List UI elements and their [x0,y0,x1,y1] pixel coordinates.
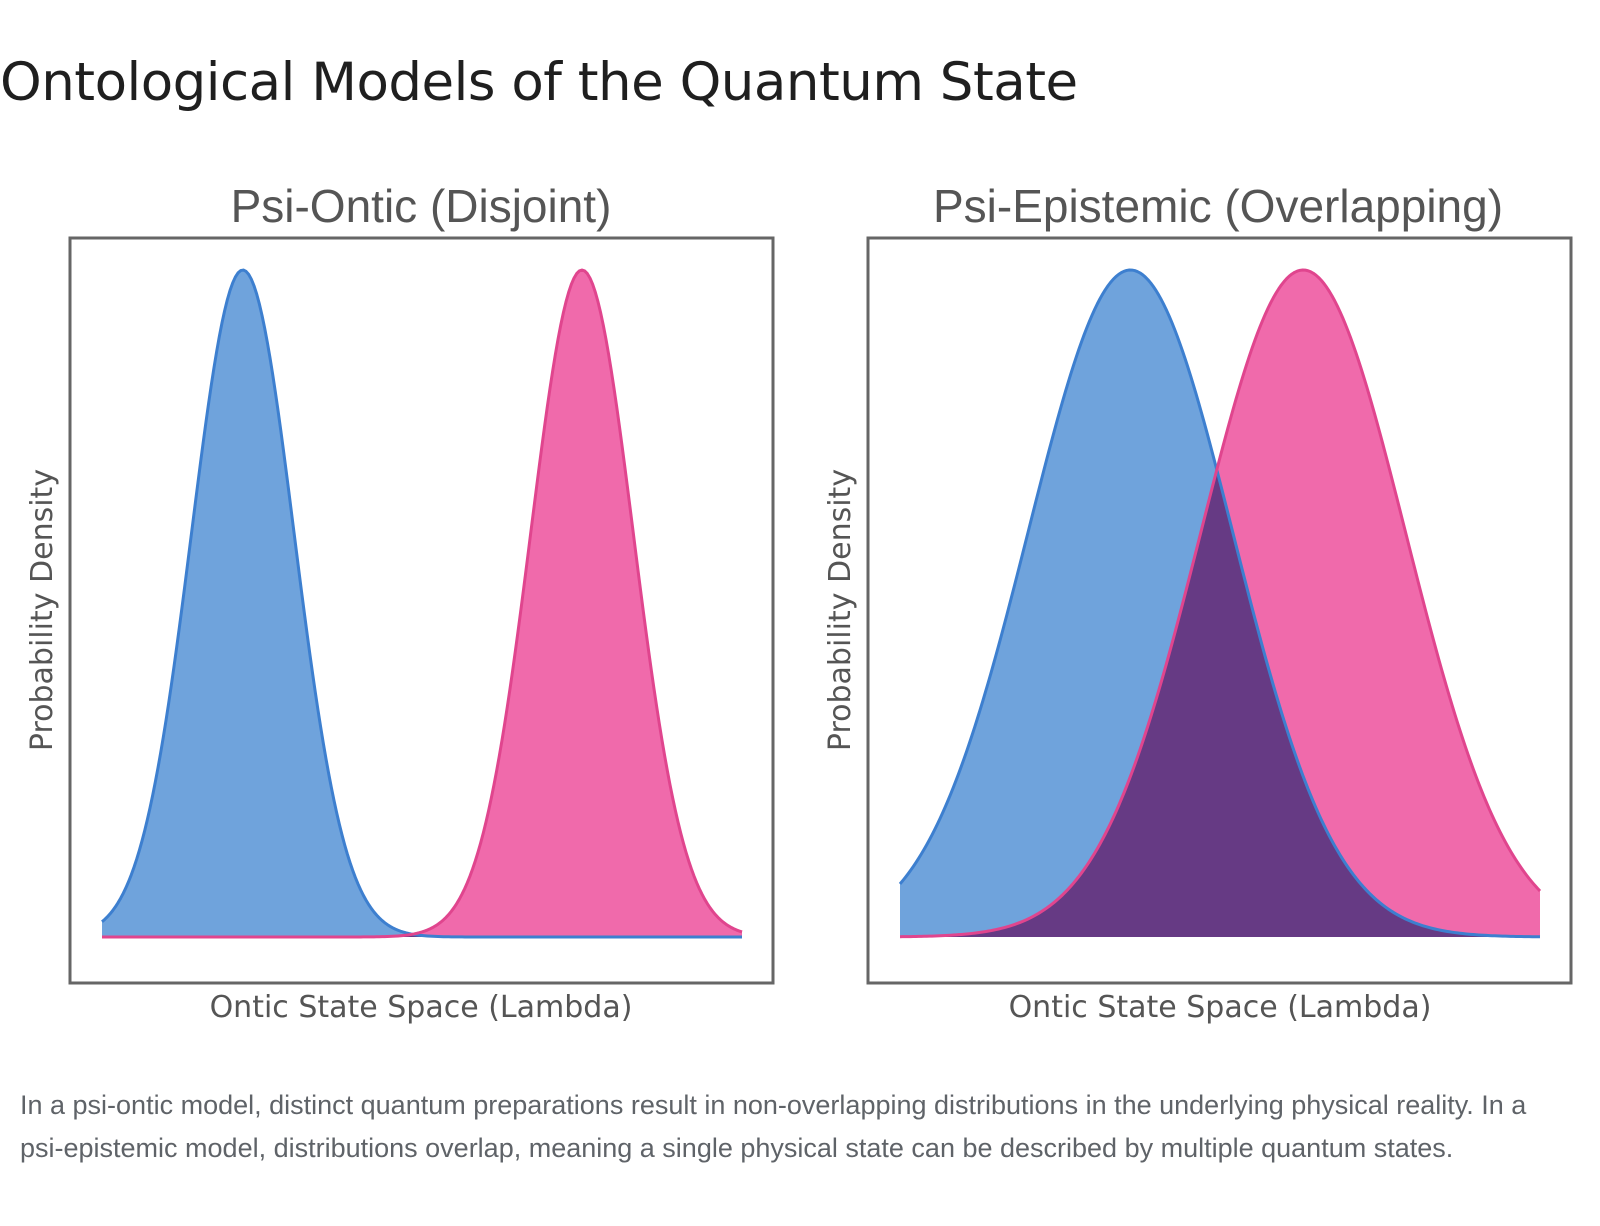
chart-title: Psi-Epistemic (Overlapping) [933,180,1503,232]
chart-title: Psi-Ontic (Disjoint) [231,180,612,232]
x-axis-label: Ontic State Space (Lambda) [210,990,633,1025]
chart-panel-psi-ontic: Psi-Ontic (Disjoint) Ontic State Space (… [25,180,775,1025]
density-area-pink [102,270,742,937]
density-curve-blue [898,268,1541,939]
y-axis-label: Probability Density [823,469,858,751]
series-layer [101,268,743,939]
x-axis-label: Ontic State Space (Lambda) [1009,990,1432,1025]
density-area-blue [102,270,742,937]
chart-panel-psi-epistemic: Psi-Epistemic (Overlapping) Ontic State … [823,180,1573,1025]
y-axis-label: Probability Density [25,469,60,751]
figure: Psi-Ontic (Disjoint) Ontic State Space (… [25,180,1573,1025]
series-layer [898,268,1542,939]
plot-frame [68,236,775,985]
plot-frame [866,236,1573,985]
figure-caption: In a psi-ontic model, distinct quantum p… [20,1090,1527,1163]
overlap-area [900,471,1540,937]
density-curve-pink [102,268,743,939]
density-curve-blue [101,268,742,939]
page-title: Ontological Models of the Quantum State [0,52,1078,113]
density-curve-pink [899,268,1542,939]
